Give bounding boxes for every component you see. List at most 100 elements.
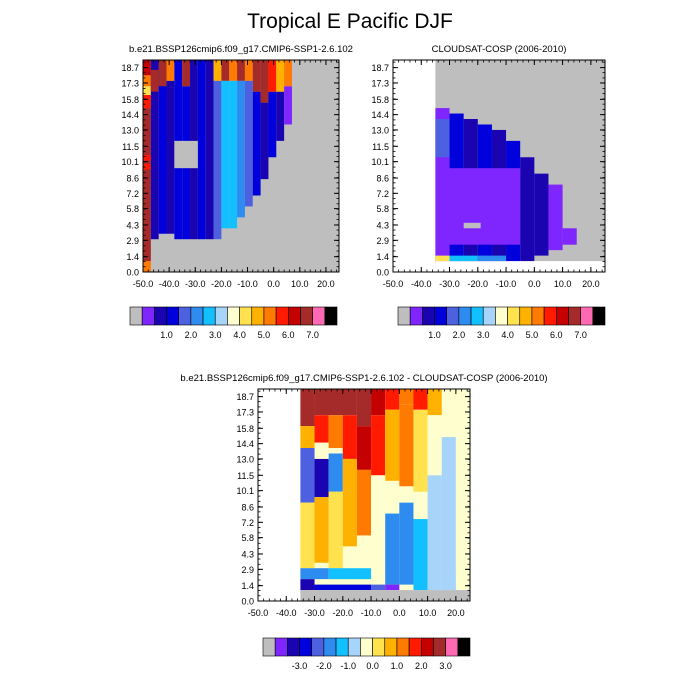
y-tick-label: 11.5 xyxy=(372,142,389,152)
y-tick-label: 10.1 xyxy=(236,486,254,496)
y-tick-label: 13.0 xyxy=(371,125,389,135)
heatmap-cell xyxy=(276,60,285,92)
colorbar-bin xyxy=(531,306,545,326)
heatmap-cell xyxy=(150,60,159,240)
heatmap-cell xyxy=(441,437,456,591)
colorbar-bin xyxy=(519,306,533,326)
y-tick-label: 2.9 xyxy=(126,236,139,246)
colorbar-bin xyxy=(408,637,422,657)
colorbar-bin xyxy=(251,306,265,326)
colorbar-bin xyxy=(396,637,410,657)
heatmap-cell xyxy=(300,590,470,601)
colorbar-bin xyxy=(324,306,338,326)
x-tick-label: -30.0 xyxy=(185,279,206,289)
heatmap-cell xyxy=(268,91,277,158)
heatmap-cell xyxy=(477,255,507,262)
colorbar-label: -2.0 xyxy=(316,661,332,671)
y-tick-label: 13.0 xyxy=(121,125,139,135)
y-tick-label: 1.4 xyxy=(241,581,254,591)
y-tick-label: 14.4 xyxy=(371,110,389,120)
colorbar-bin xyxy=(555,306,569,326)
colorbar-bin xyxy=(202,306,216,326)
heatmap-cell xyxy=(260,102,269,180)
heatmap-cell xyxy=(300,389,315,427)
colorbar-label: 2.0 xyxy=(453,330,466,340)
heatmap-cell xyxy=(371,584,386,591)
colorbar-bin xyxy=(592,306,606,326)
colorbar-bin xyxy=(335,637,349,657)
heatmap-cell xyxy=(356,469,372,536)
heatmap-panel-1: b.e21.BSSP126cmip6.f09_g17.CMIP6-SSP1-2.… xyxy=(121,44,352,340)
y-tick-label: 18.7 xyxy=(121,63,139,73)
heatmap-cell xyxy=(356,389,372,427)
colorbar-bin xyxy=(446,306,460,326)
colorbar-label: 1.0 xyxy=(391,661,404,671)
heatmap-cell xyxy=(356,426,372,470)
plot-frame xyxy=(257,388,471,602)
y-tick-label: 0.0 xyxy=(126,268,139,278)
x-tick-label: 0.0 xyxy=(267,279,280,289)
colorbar-bin xyxy=(397,306,411,326)
y-tick-label: 17.3 xyxy=(121,78,139,88)
heatmap-cell xyxy=(328,453,343,492)
colorbar-label: 1.0 xyxy=(428,330,441,340)
heatmap-cell xyxy=(562,228,577,245)
y-tick-label: 0.0 xyxy=(241,597,254,607)
x-tick-label: -50.0 xyxy=(248,608,269,618)
colorbar-bin xyxy=(300,306,313,326)
heatmap-cell xyxy=(314,497,329,563)
colorbar-label: 5.0 xyxy=(258,330,271,340)
colorbar-bin xyxy=(287,637,300,657)
colorbar-label: 4.0 xyxy=(233,330,246,340)
heatmap-cell xyxy=(435,261,605,272)
y-tick-label: 7.2 xyxy=(376,189,389,199)
heatmap-cell xyxy=(385,389,400,410)
heatmap-cell xyxy=(229,80,238,229)
heatmap-cell xyxy=(385,513,400,585)
colorbar-bin xyxy=(470,306,484,326)
colorbar-bin xyxy=(275,306,289,326)
x-tick-label: -20.0 xyxy=(333,608,354,618)
y-tick-label: 1.4 xyxy=(376,252,389,262)
colorbar-bin xyxy=(507,306,521,326)
heatmap-cell xyxy=(237,60,245,81)
panel-title: b.e21.BSSP126cmip6.f09_g17.CMIP6-SSP1-2.… xyxy=(180,373,547,384)
y-tick-label: 1.4 xyxy=(126,252,139,262)
colorbar-bin xyxy=(239,306,253,326)
colorbar-bin xyxy=(312,306,326,326)
x-tick-label: -20.0 xyxy=(211,279,232,289)
heatmap-cell xyxy=(385,584,400,591)
heatmap-cell xyxy=(548,184,563,251)
colorbar-bin xyxy=(274,637,288,657)
page-title: Tropical E Pacific DJF xyxy=(247,10,453,33)
heatmap-cell xyxy=(300,568,329,580)
heatmap-cell xyxy=(268,60,277,92)
y-tick-label: 15.8 xyxy=(121,95,139,105)
heatmap-cell xyxy=(197,60,206,240)
y-tick-label: 7.2 xyxy=(241,518,254,528)
heatmap-cell xyxy=(449,255,478,262)
y-tick-label: 4.3 xyxy=(241,550,254,560)
heatmap-cell xyxy=(284,60,292,87)
heatmap-cell xyxy=(427,415,442,476)
y-tick-label: 14.4 xyxy=(121,110,139,120)
heatmap-cell xyxy=(174,140,198,169)
heatmap-cell xyxy=(455,415,470,574)
heatmap-panel-2: CLOUDSAT-COSP (2006-2010) -50.0 -40.0 -30.0… xyxy=(371,44,606,340)
heatmap-cell xyxy=(371,389,386,416)
heatmap-cell xyxy=(385,409,400,481)
colorbar-bin xyxy=(214,306,228,326)
y-tick-label: 4.3 xyxy=(126,221,139,231)
y-tick-label: 13.0 xyxy=(236,454,254,464)
heatmap-cell xyxy=(205,60,214,240)
colorbar-label: 7.0 xyxy=(306,330,319,340)
x-tick-label: -30.0 xyxy=(439,279,460,289)
heatmap-cell xyxy=(328,568,372,580)
colorbar: 1.0 2.0 3.0 4.0 5.0 6.0 7.0 xyxy=(129,306,338,340)
colorbar-bin xyxy=(457,637,471,657)
x-tick-label: -10.0 xyxy=(237,279,258,289)
y-tick-label: 8.6 xyxy=(376,174,389,184)
x-tick-label: 10.0 xyxy=(291,279,309,289)
heatmap-cell xyxy=(427,475,442,591)
heatmap-cell xyxy=(166,80,175,234)
